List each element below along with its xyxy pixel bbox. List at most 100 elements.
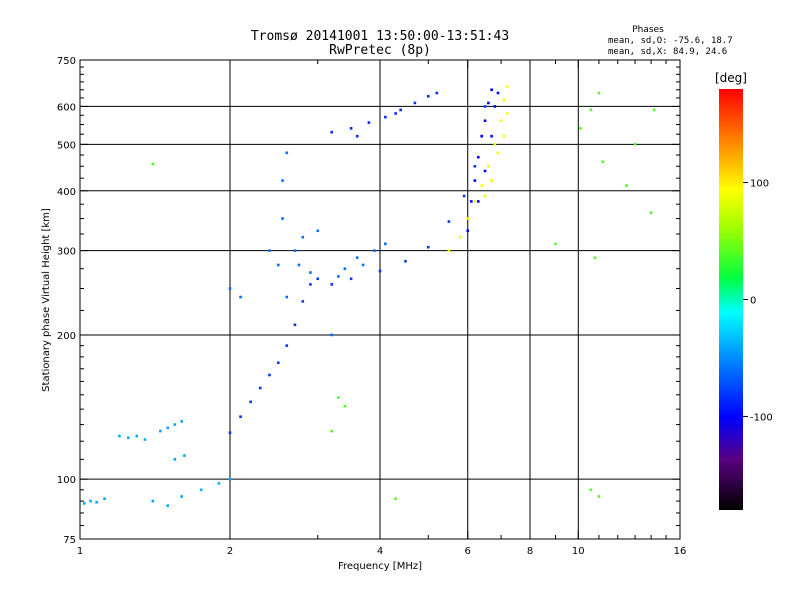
- data-point: [180, 495, 184, 498]
- data-point: [601, 160, 605, 163]
- chart-subtitle: RwPretec (8p): [329, 43, 431, 58]
- data-point: [166, 426, 170, 430]
- data-point: [597, 91, 601, 95]
- data-point: [301, 300, 305, 303]
- data-point: [82, 502, 86, 505]
- data-point: [228, 431, 232, 435]
- data-point: [355, 134, 359, 138]
- data-point: [447, 220, 451, 223]
- colorbar-tick-label: 100: [750, 179, 769, 190]
- data-point: [285, 344, 289, 347]
- y-tick-label: 400: [57, 187, 76, 198]
- data-point: [293, 323, 297, 327]
- x-tick-label: 16: [674, 546, 687, 557]
- data-point: [159, 429, 162, 433]
- y-tick-label: 750: [57, 56, 76, 67]
- data-point: [435, 91, 439, 95]
- axis-tick-labels: 1 2 4 6 8 10 16 75 100 200 300 400 500 600 750: [57, 56, 686, 557]
- data-point: [483, 169, 487, 173]
- data-point: [217, 482, 221, 485]
- data-point: [151, 499, 155, 503]
- data-point: [589, 108, 593, 112]
- data-point: [426, 245, 430, 249]
- data-point: [330, 429, 334, 433]
- data-point: [505, 85, 509, 88]
- data-point: [483, 119, 487, 123]
- data-point: [285, 295, 289, 299]
- data-point: [173, 458, 177, 461]
- data-point: [293, 249, 297, 252]
- data-point: [330, 130, 334, 134]
- data-point: [126, 436, 130, 440]
- data-points: [82, 85, 656, 508]
- data-point: [297, 263, 301, 267]
- colorbar-label: [deg]: [715, 71, 747, 85]
- data-point: [268, 249, 271, 252]
- data-point: [505, 112, 509, 115]
- data-point: [394, 112, 397, 115]
- data-point: [343, 404, 347, 408]
- data-point: [309, 271, 312, 274]
- y-tick-label: 100: [57, 475, 76, 486]
- data-point: [480, 134, 484, 138]
- data-point: [183, 454, 186, 457]
- data-point: [470, 200, 473, 203]
- data-point: [367, 121, 371, 124]
- x-tick-label: 6: [465, 546, 471, 557]
- data-point: [480, 184, 484, 187]
- data-point: [301, 235, 305, 239]
- data-point: [466, 229, 470, 233]
- data-point: [228, 477, 232, 481]
- data-point: [597, 495, 601, 498]
- chart-title: Tromsø 20141001 13:50:00-13:51:43: [251, 29, 509, 44]
- grid-lines: [80, 60, 680, 539]
- x-tick-label: 8: [527, 546, 533, 557]
- data-point: [199, 488, 203, 492]
- data-point: [173, 423, 177, 426]
- stats-heading: Phases: [632, 25, 664, 35]
- data-point: [413, 101, 417, 105]
- y-tick-label: 200: [57, 331, 76, 342]
- x-tick-label: 10: [572, 546, 585, 557]
- y-axis-label: Stationary phase Virtual Height [km]: [41, 208, 52, 392]
- data-point: [426, 94, 430, 98]
- data-point: [487, 164, 490, 168]
- data-point: [337, 275, 340, 278]
- data-point: [487, 101, 490, 105]
- data-point: [579, 127, 582, 130]
- x-tick-label: 1: [77, 546, 83, 557]
- data-point: [285, 151, 289, 155]
- colorbar-tick-label: -100: [750, 412, 773, 423]
- colorbar: [719, 89, 743, 510]
- data-point: [459, 235, 462, 239]
- data-point: [477, 200, 480, 203]
- data-point: [496, 91, 500, 95]
- data-point: [373, 249, 376, 252]
- data-point: [483, 105, 487, 108]
- data-point: [281, 179, 284, 182]
- data-point: [103, 497, 106, 501]
- data-point: [399, 108, 402, 112]
- data-point: [490, 179, 493, 182]
- data-point: [89, 499, 92, 503]
- data-point: [473, 200, 477, 203]
- data-point: [349, 277, 353, 281]
- data-point: [466, 217, 470, 220]
- data-point: [394, 497, 397, 501]
- data-point: [473, 179, 477, 182]
- data-point: [249, 400, 252, 404]
- data-point: [276, 361, 280, 365]
- data-point: [337, 396, 340, 399]
- data-point: [281, 217, 284, 220]
- stats-x-mode: mean, sd,X: 84.9, 24.6: [608, 47, 727, 57]
- data-point: [493, 105, 497, 108]
- data-point: [309, 283, 312, 286]
- data-point: [268, 373, 271, 377]
- data-point: [462, 194, 466, 198]
- data-point: [633, 143, 637, 146]
- data-point: [473, 164, 477, 168]
- x-tick-label: 4: [377, 546, 383, 557]
- data-point: [316, 277, 320, 281]
- data-point: [343, 267, 347, 271]
- data-point: [384, 115, 387, 119]
